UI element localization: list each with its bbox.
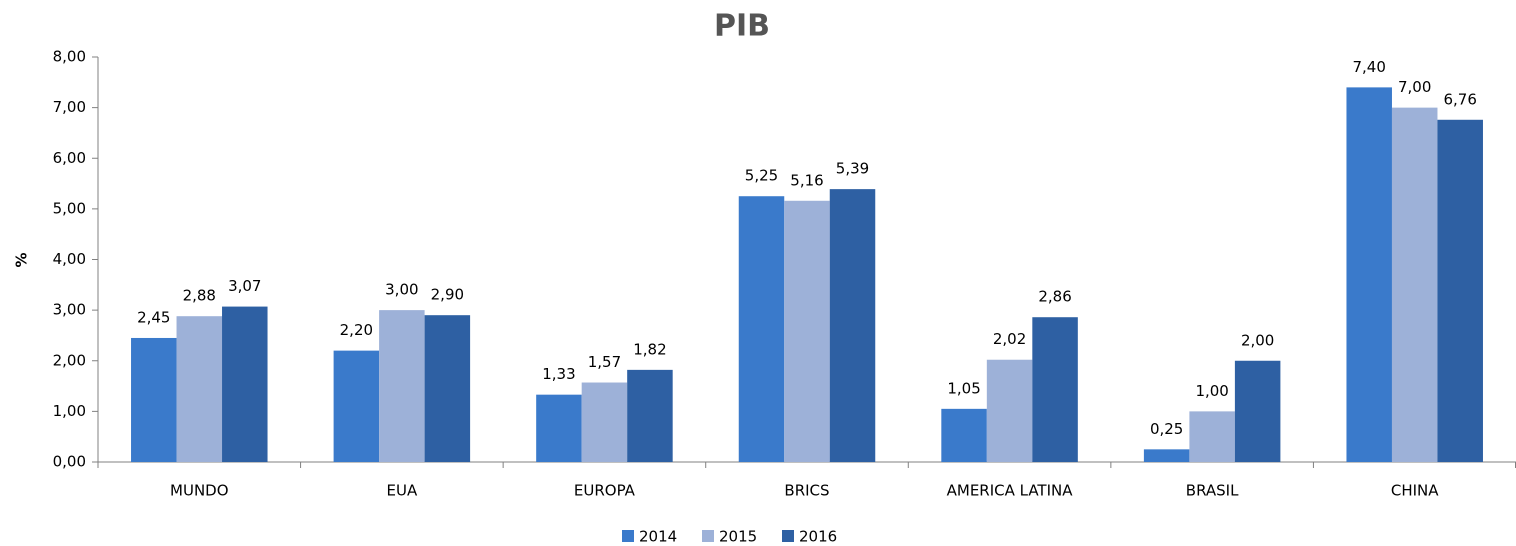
value-label: 5,16 [790, 171, 823, 189]
bar [627, 369, 673, 462]
bar [536, 394, 582, 462]
y-tick-label: 5,00 [53, 199, 86, 217]
bar [738, 196, 785, 462]
y-tick-label: 0,00 [53, 453, 86, 471]
bar [1143, 449, 1190, 462]
bar [581, 382, 628, 462]
bar [941, 408, 987, 462]
value-label: 5,39 [836, 160, 869, 178]
y-tick-label: 3,00 [53, 301, 86, 319]
value-label: 2,20 [340, 321, 373, 339]
bar [131, 337, 177, 462]
bar [1391, 107, 1438, 462]
bar [1032, 317, 1078, 462]
value-label: 5,25 [745, 167, 778, 185]
x-tick-label: EUA [386, 482, 417, 500]
y-axis-label: % [13, 252, 31, 267]
value-label: 1,05 [947, 379, 980, 397]
x-tick-label: BRASIL [1186, 482, 1239, 500]
y-tick-label: 6,00 [53, 149, 86, 167]
value-label: 1,82 [633, 340, 666, 358]
bar [333, 350, 380, 462]
chart-title: PIB [714, 9, 770, 44]
legend-label: 2016 [799, 528, 837, 546]
value-label: 6,76 [1444, 90, 1477, 108]
y-tick-label: 7,00 [53, 98, 86, 116]
legend-swatch [782, 530, 794, 542]
bar [379, 310, 425, 462]
bar [1234, 360, 1281, 462]
y-tick-label: 1,00 [53, 402, 86, 420]
x-tick-label: AMERICA LATINA [947, 482, 1074, 500]
bar [829, 189, 876, 462]
value-label: 2,45 [137, 308, 170, 326]
y-tick-label: 4,00 [53, 250, 86, 268]
value-label: 2,02 [993, 330, 1026, 348]
legend-label: 2015 [719, 528, 757, 546]
value-label: 2,90 [431, 286, 464, 304]
x-tick-label: CHINA [1391, 482, 1439, 500]
value-label: 1,00 [1195, 382, 1228, 400]
bar [176, 316, 223, 462]
bar [424, 315, 471, 462]
bar [1437, 119, 1483, 463]
legend-label: 2014 [639, 528, 677, 546]
bar [986, 359, 1033, 462]
value-label: 3,07 [228, 277, 261, 295]
x-tick-label: BRICS [784, 482, 829, 500]
value-label: 0,25 [1150, 420, 1183, 438]
y-tick-label: 2,00 [53, 351, 86, 369]
x-tick-label: EUROPA [574, 482, 636, 500]
value-label: 7,00 [1398, 78, 1431, 96]
value-label: 7,40 [1353, 58, 1386, 76]
x-tick-label: MUNDO [170, 482, 229, 500]
bar [222, 306, 268, 462]
value-label: 2,00 [1241, 331, 1274, 349]
value-label: 3,00 [385, 281, 418, 299]
value-label: 2,88 [183, 287, 216, 305]
bar [1346, 87, 1392, 462]
value-label: 1,57 [588, 353, 621, 371]
legend-swatch [622, 530, 634, 542]
bar [784, 200, 830, 462]
y-tick-label: 8,00 [53, 48, 86, 66]
bar [1189, 411, 1235, 462]
legend-swatch [702, 530, 714, 542]
value-label: 1,33 [542, 365, 575, 383]
value-label: 2,86 [1038, 288, 1071, 306]
